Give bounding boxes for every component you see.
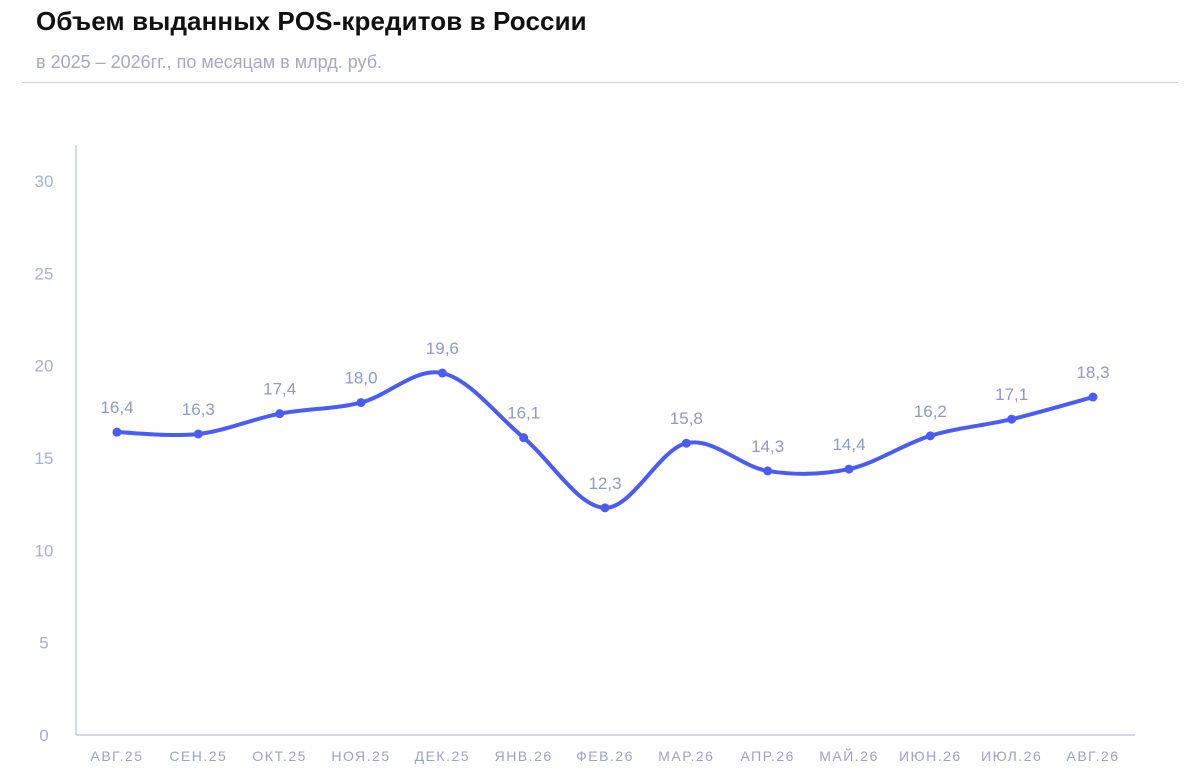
data-point bbox=[437, 368, 447, 378]
data-label: 18,0 bbox=[344, 369, 377, 388]
x-tick-label: МАР.26 bbox=[658, 748, 714, 764]
data-point bbox=[844, 464, 854, 474]
data-label: 19,6 bbox=[426, 339, 459, 358]
x-tick-label: ЯНВ.26 bbox=[495, 748, 553, 764]
data-label: 16,1 bbox=[507, 404, 540, 423]
x-tick-label: МАЙ.26 bbox=[819, 747, 879, 764]
data-label: 15,8 bbox=[670, 409, 703, 428]
data-point bbox=[925, 431, 935, 441]
data-point bbox=[763, 466, 773, 476]
x-tick-label: ФЕВ.26 bbox=[576, 748, 634, 764]
x-tick-label: ИЮЛ.26 bbox=[981, 748, 1042, 764]
x-tick-label: СЕН.25 bbox=[169, 748, 227, 764]
data-label: 16,3 bbox=[182, 400, 215, 419]
data-point bbox=[519, 433, 529, 443]
data-label: 16,2 bbox=[914, 402, 947, 421]
data-point bbox=[356, 398, 366, 408]
data-label: 18,3 bbox=[1076, 363, 1109, 382]
y-tick-label: 0 bbox=[39, 726, 48, 745]
data-point bbox=[681, 438, 691, 448]
x-tick-label: АПР.26 bbox=[740, 748, 794, 764]
y-tick-label: 25 bbox=[35, 264, 54, 283]
header-divider bbox=[22, 82, 1178, 83]
y-tick-label: 15 bbox=[35, 449, 54, 468]
x-tick-label: АВГ.25 bbox=[90, 748, 143, 764]
data-point bbox=[112, 427, 122, 437]
x-tick-label: ДЕК.25 bbox=[415, 748, 470, 764]
data-label: 14,3 bbox=[751, 437, 784, 456]
y-tick-label: 5 bbox=[39, 634, 48, 653]
data-point bbox=[275, 409, 285, 419]
data-label: 12,3 bbox=[588, 474, 621, 493]
x-tick-label: НОЯ.25 bbox=[331, 748, 390, 764]
data-point bbox=[1088, 392, 1098, 402]
x-tick-label: АВГ.26 bbox=[1066, 748, 1119, 764]
chart-subtitle: в 2025 – 2026гг., по месяцам в млрд. руб… bbox=[36, 52, 383, 72]
data-point bbox=[600, 503, 610, 513]
x-tick-label: ОКТ.25 bbox=[252, 748, 307, 764]
data-point bbox=[193, 429, 203, 439]
y-tick-label: 10 bbox=[35, 541, 54, 560]
chart-title: Объем выданных POS-кредитов в России bbox=[36, 6, 587, 36]
data-label: 17,4 bbox=[263, 380, 296, 399]
y-tick-label: 30 bbox=[35, 172, 54, 191]
data-point bbox=[1007, 414, 1017, 424]
y-tick-label: 20 bbox=[35, 357, 54, 376]
data-label: 14,4 bbox=[832, 435, 865, 454]
data-label: 16,4 bbox=[100, 398, 133, 417]
data-label: 17,1 bbox=[995, 385, 1028, 404]
x-tick-label: ИЮН.26 bbox=[899, 748, 962, 764]
